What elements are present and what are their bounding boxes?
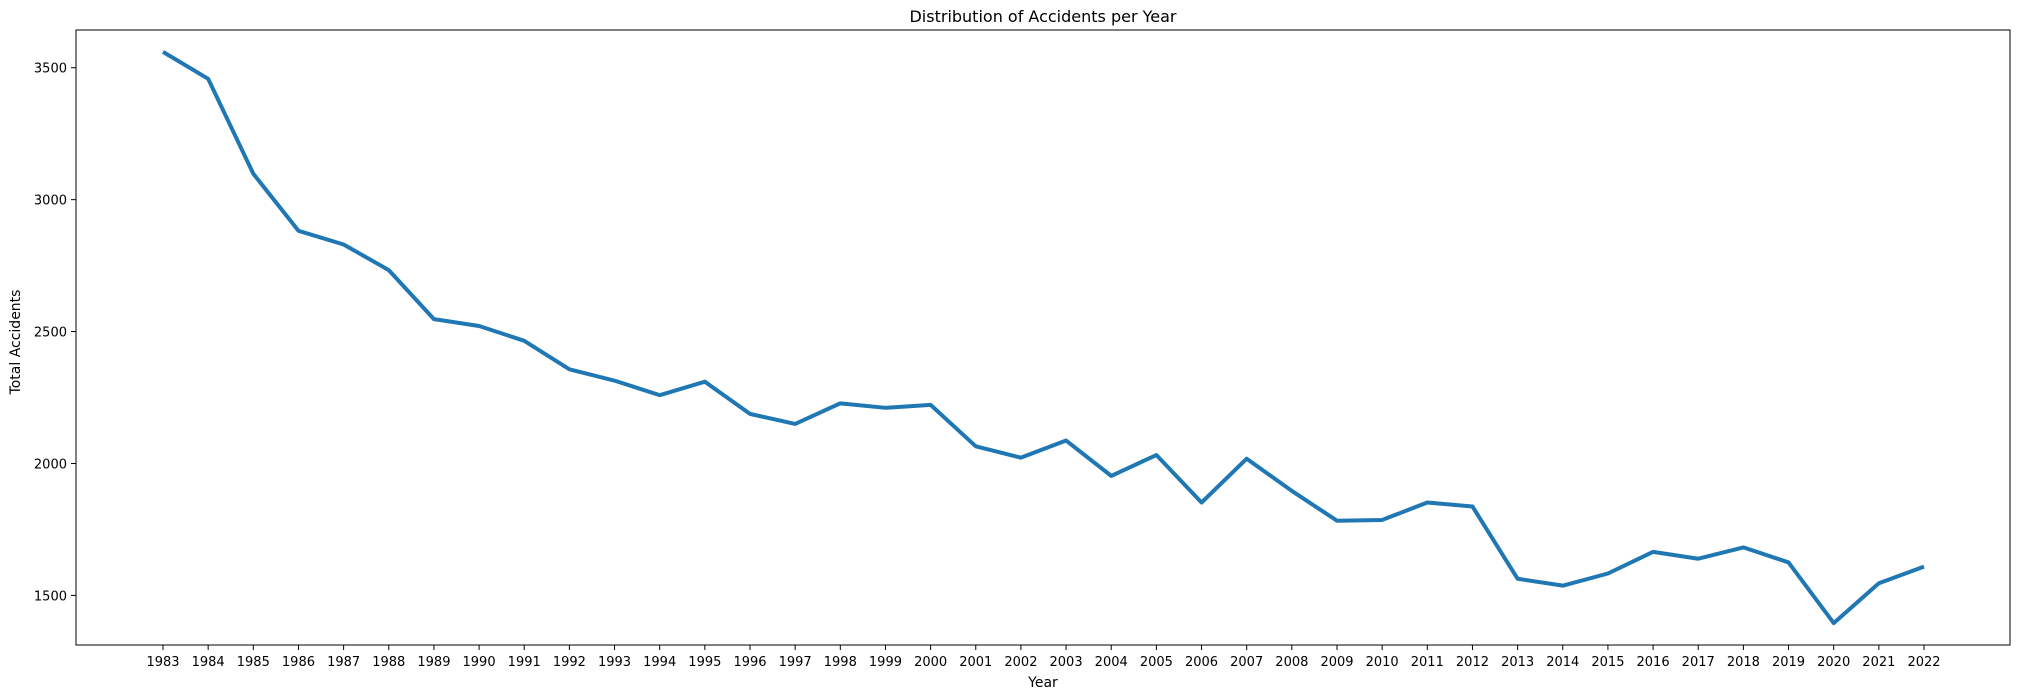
x-tick-label: 2010 (1366, 655, 1399, 670)
x-tick-label: 2007 (1230, 655, 1263, 670)
x-tick-label: 1993 (598, 655, 631, 670)
x-tick-label: 2012 (1456, 655, 1489, 670)
x-axis-label: Year (1027, 675, 1058, 691)
x-tick-label: 2008 (1275, 655, 1308, 670)
x-tick-label: 2021 (1862, 655, 1895, 670)
chart-title: Distribution of Accidents per Year (909, 7, 1176, 26)
x-tick-label: 1992 (553, 655, 586, 670)
plot-area: 1983 1984 1985 1986 1987 1988 1989 1990 1991 1992… (34, 29, 2011, 670)
y-axis-label: Total Accidents (8, 290, 24, 396)
x-tick-label: 1997 (779, 655, 812, 670)
x-tick-label: 1994 (643, 655, 676, 670)
x-tick-label: 2019 (1772, 655, 1805, 670)
x-tick-label: 2022 (1907, 655, 1940, 670)
x-tick-label: 2013 (1501, 655, 1534, 670)
x-tick-label: 2002 (1004, 655, 1037, 670)
x-tick-label: 1987 (327, 655, 360, 670)
y-tick-label: 2000 (34, 457, 67, 472)
x-tick-label: 2016 (1637, 655, 1670, 670)
x-tick-label: 1988 (372, 655, 405, 670)
x-tick-label: 2018 (1727, 655, 1760, 670)
x-tick-label: 1991 (508, 655, 541, 670)
x-tick-label: 1983 (146, 655, 179, 670)
series-line-0 (161, 50, 1925, 626)
x-tick-label: 2009 (1320, 655, 1353, 670)
y-tick-label: 3000 (34, 194, 67, 209)
x-tick-label: 1998 (824, 655, 857, 670)
x-tick-label: 2000 (914, 655, 947, 670)
y-tick-label: 1500 (34, 589, 67, 604)
x-tick-label: 2003 (1050, 655, 1083, 670)
plot-frame (75, 29, 2011, 646)
x-tick-label: 1985 (237, 655, 270, 670)
x-tick-label: 1996 (733, 655, 766, 670)
x-tick-label: 1986 (282, 655, 315, 670)
x-tick-label: 2015 (1591, 655, 1624, 670)
x-tick-label: 1999 (869, 655, 902, 670)
x-tick-label: 1984 (192, 655, 225, 670)
x-tick-label: 1995 (688, 655, 721, 670)
x-tick-label: 2004 (1095, 655, 1128, 670)
x-tick-label: 2001 (959, 655, 992, 670)
x-tick-label: 2006 (1185, 655, 1218, 670)
x-tick-label: 2017 (1682, 655, 1715, 670)
x-tick-label: 1989 (417, 655, 450, 670)
y-tick-label: 2500 (34, 326, 67, 341)
x-tick-label: 2011 (1411, 655, 1444, 670)
x-tick-label: 1990 (463, 655, 496, 670)
x-tick-label: 2005 (1140, 655, 1173, 670)
x-tick-label: 2014 (1546, 655, 1579, 670)
y-tick-label: 3500 (34, 62, 67, 77)
x-tick-label: 2020 (1817, 655, 1850, 670)
